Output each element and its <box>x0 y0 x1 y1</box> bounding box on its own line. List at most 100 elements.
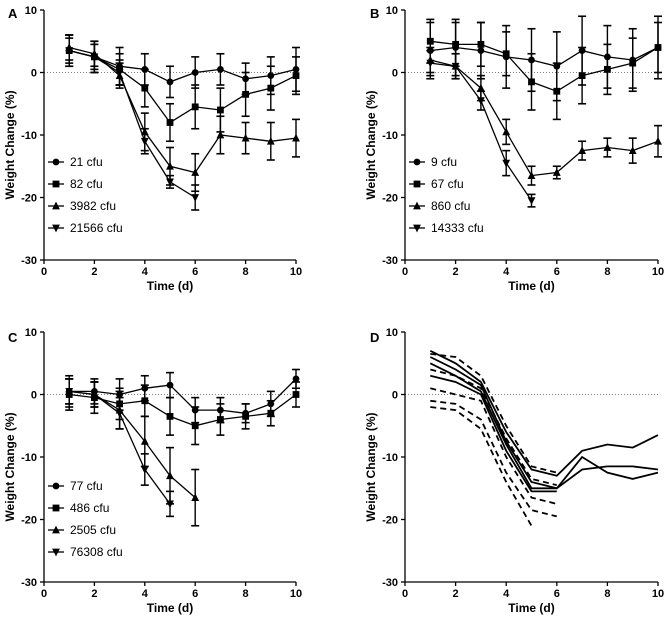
series-line <box>430 368 558 486</box>
data-point <box>292 375 300 383</box>
data-point <box>140 137 149 146</box>
data-point <box>191 168 200 176</box>
legend-label: 2505 cfu <box>70 523 116 537</box>
series-line <box>69 49 196 199</box>
x-tick-label: 10 <box>290 588 302 600</box>
legend-marker <box>413 224 421 233</box>
data-point <box>426 59 435 68</box>
x-tick-label: 4 <box>503 588 510 600</box>
y-tick-label: -20 <box>382 515 398 527</box>
y-tick-label: -30 <box>382 577 398 589</box>
x-axis-title: Time (d) <box>508 279 554 293</box>
series-line <box>430 387 558 505</box>
data-point <box>191 422 199 430</box>
legend-label: 76308 cfu <box>70 545 123 559</box>
y-tick-label: -30 <box>382 255 398 267</box>
series-line <box>69 378 297 414</box>
legend-label: 21 cfu <box>70 155 103 169</box>
data-point <box>166 161 174 170</box>
legend-label: 82 cfu <box>70 177 103 191</box>
y-tick-label: -30 <box>21 255 37 267</box>
data-point <box>191 69 199 76</box>
data-point <box>141 397 149 405</box>
series-dashed-1 <box>430 353 558 474</box>
data-point <box>502 50 510 58</box>
data-point <box>191 194 200 202</box>
series-line <box>69 49 297 83</box>
legend-label: 860 cfu <box>431 199 470 213</box>
series-860-cfu <box>426 46 662 186</box>
panel-letter: C <box>8 330 18 345</box>
legend-label: 21566 cfu <box>70 221 123 235</box>
data-point <box>166 381 174 389</box>
series-76308-cfu <box>65 378 174 518</box>
data-point <box>166 412 174 420</box>
legend-marker <box>52 180 60 188</box>
series-67-cfu <box>426 18 662 121</box>
series-line <box>430 353 558 474</box>
x-tick-label: 0 <box>402 266 408 278</box>
data-point <box>267 409 275 417</box>
data-point <box>451 62 460 71</box>
legend-label: 77 cfu <box>70 479 103 493</box>
x-tick-label: 2 <box>91 588 97 600</box>
y-axis-title: Weight Change (%) <box>3 90 17 199</box>
panel-letter: A <box>8 6 18 21</box>
x-tick-label: 6 <box>192 588 198 600</box>
series-solid-1 <box>429 349 659 477</box>
data-point <box>603 143 612 151</box>
y-tick-label: -20 <box>21 515 37 527</box>
series-line <box>69 49 297 124</box>
data-point <box>242 412 249 420</box>
data-point <box>140 436 149 445</box>
data-point <box>90 53 99 62</box>
data-point <box>267 84 275 92</box>
series-line <box>429 349 659 477</box>
data-point <box>242 90 249 98</box>
chart-panel-A: A -30 -20 -10 0 10 0 2 4 6 8 10 Time (d) Weight Chang… <box>3 5 302 293</box>
series-line <box>430 399 558 518</box>
data-point <box>292 133 300 142</box>
data-point <box>65 387 74 396</box>
legend-label: 9 cfu <box>431 155 457 169</box>
y-tick-label: -20 <box>382 193 398 205</box>
panel-letter: B <box>370 6 379 21</box>
data-point <box>266 136 275 145</box>
x-tick-label: 8 <box>604 588 610 600</box>
x-tick-label: 10 <box>652 588 664 600</box>
x-tick-label: 4 <box>142 266 149 278</box>
data-point <box>292 72 300 80</box>
y-tick-label: -10 <box>21 452 37 464</box>
data-point <box>552 168 561 176</box>
y-tick-label: 10 <box>25 327 37 339</box>
y-axis-title: Weight Change (%) <box>364 412 378 521</box>
series-line <box>430 406 533 527</box>
chart-panel-C: C -30 -20 -10 0 10 0 2 4 6 8 10 Time (d) Weight Chang… <box>3 327 302 615</box>
data-point <box>477 97 485 106</box>
data-point <box>241 133 250 142</box>
y-axis-title: Weight Change (%) <box>364 90 378 199</box>
legend-marker <box>413 180 421 188</box>
x-tick-label: 6 <box>554 588 560 600</box>
data-point <box>527 197 536 206</box>
y-tick-label: -10 <box>21 130 37 142</box>
legend-label: 3982 cfu <box>70 199 116 213</box>
series-dashed-5 <box>430 406 533 527</box>
series-line <box>430 374 557 493</box>
y-tick-label: -10 <box>382 452 398 464</box>
data-point <box>292 391 300 398</box>
data-point <box>578 72 586 80</box>
legend-marker <box>52 482 60 490</box>
series-line <box>69 46 297 174</box>
legend-marker <box>52 224 60 233</box>
legend-marker <box>413 158 421 166</box>
data-point <box>217 416 224 423</box>
x-tick-label: 8 <box>604 266 610 278</box>
data-point <box>527 171 536 180</box>
legend-label: 67 cfu <box>431 177 464 191</box>
data-point <box>115 409 124 418</box>
series-dashed-2 <box>430 368 558 486</box>
legend-marker <box>413 201 421 210</box>
x-tick-label: 4 <box>503 266 510 278</box>
data-point <box>191 493 200 502</box>
